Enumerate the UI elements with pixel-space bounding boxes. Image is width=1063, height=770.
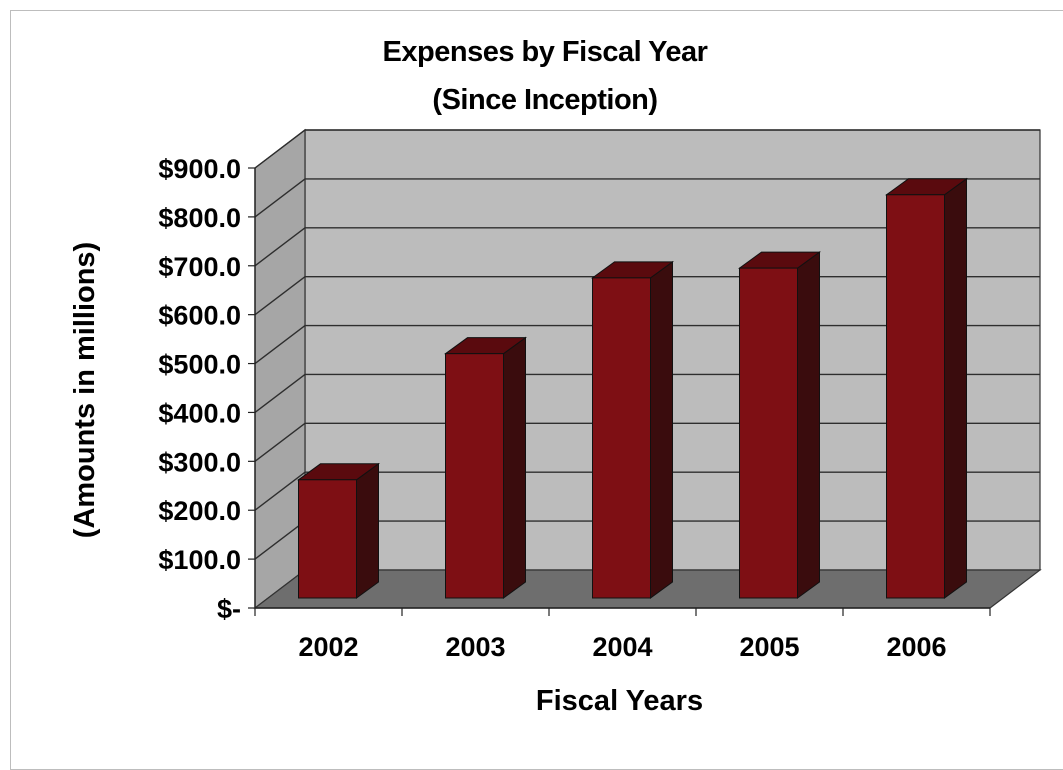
- bar: [445, 353, 504, 599]
- x-axis-label: Fiscal Years: [536, 685, 703, 717]
- y-tick-label: $300.0: [158, 447, 241, 477]
- side-wall: [254, 128, 306, 610]
- x-tick-label: 2002: [298, 632, 358, 662]
- y-tick-label: $200.0: [158, 496, 241, 526]
- y-tick-label: $600.0: [158, 301, 241, 331]
- chart-subtitle: (Since Inception): [432, 84, 658, 116]
- y-tick-label: $500.0: [158, 350, 241, 380]
- bar: [886, 194, 945, 599]
- bar-2003: [443, 336, 528, 599]
- x-tick-label: 2003: [445, 632, 505, 662]
- bar-side: [503, 336, 526, 599]
- bar: [739, 267, 798, 599]
- bar-2004: [590, 260, 675, 599]
- x-tick-label: 2006: [886, 632, 946, 662]
- bar-side: [797, 251, 820, 599]
- bar-side: [356, 462, 379, 599]
- bar-2006: [884, 177, 969, 599]
- bar: [298, 479, 357, 599]
- x-tick-label: 2004: [592, 632, 652, 662]
- y-tick-label: $900.0: [158, 154, 241, 184]
- bar-side: [650, 260, 673, 599]
- gridline: [254, 129, 1040, 169]
- y-tick-label: $100.0: [158, 545, 241, 575]
- gridline: [254, 227, 1040, 267]
- y-tick-label: $800.0: [158, 203, 241, 233]
- y-tick-label: $400.0: [158, 398, 241, 428]
- gridline: [254, 178, 1040, 218]
- y-tick-label: $700.0: [158, 252, 241, 282]
- chart-title: Expenses by Fiscal Year: [382, 36, 708, 68]
- bar: [592, 277, 651, 599]
- y-tick-label: $-: [217, 594, 241, 624]
- y-axis-label: (Amounts in millions): [69, 242, 101, 538]
- x-tick-label: 2005: [739, 632, 799, 662]
- bar-2002: [296, 462, 381, 599]
- bar-side: [944, 177, 967, 599]
- bar-2005: [737, 251, 822, 599]
